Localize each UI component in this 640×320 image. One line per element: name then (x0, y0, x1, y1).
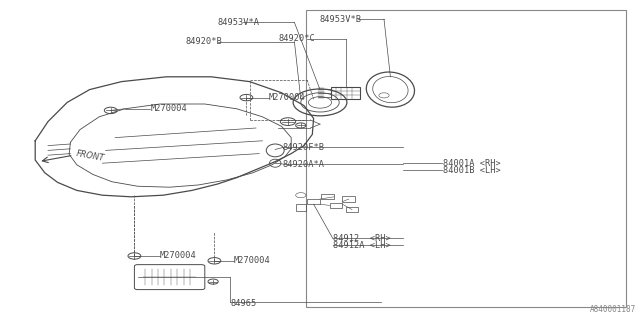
Text: 84920A*A: 84920A*A (283, 160, 325, 169)
Text: A840001187: A840001187 (590, 305, 636, 314)
Text: 84920*C: 84920*C (278, 34, 315, 43)
Bar (321, 194, 334, 199)
Bar (307, 199, 320, 204)
Text: 84920F*B: 84920F*B (283, 143, 325, 152)
Text: M270004: M270004 (234, 256, 270, 265)
Bar (342, 196, 355, 202)
Text: 84001B <LH>: 84001B <LH> (443, 166, 500, 175)
Text: FRONT: FRONT (76, 149, 106, 163)
Bar (332, 87, 360, 99)
Text: 84912  <RH>: 84912 <RH> (333, 234, 390, 243)
Text: 84920*B: 84920*B (186, 37, 222, 46)
Text: 84953V*B: 84953V*B (320, 15, 362, 24)
Bar (306, 10, 626, 307)
Text: M270004: M270004 (160, 252, 196, 260)
Text: M270004: M270004 (269, 93, 305, 102)
Text: 84965: 84965 (230, 299, 257, 308)
Text: 84912A <LH>: 84912A <LH> (333, 241, 390, 250)
Bar (346, 207, 358, 212)
Bar (296, 204, 306, 211)
Text: 84953V*A: 84953V*A (218, 18, 260, 27)
Text: M270004: M270004 (150, 104, 187, 113)
Bar (330, 203, 342, 208)
Text: 84001A <RH>: 84001A <RH> (443, 159, 500, 168)
